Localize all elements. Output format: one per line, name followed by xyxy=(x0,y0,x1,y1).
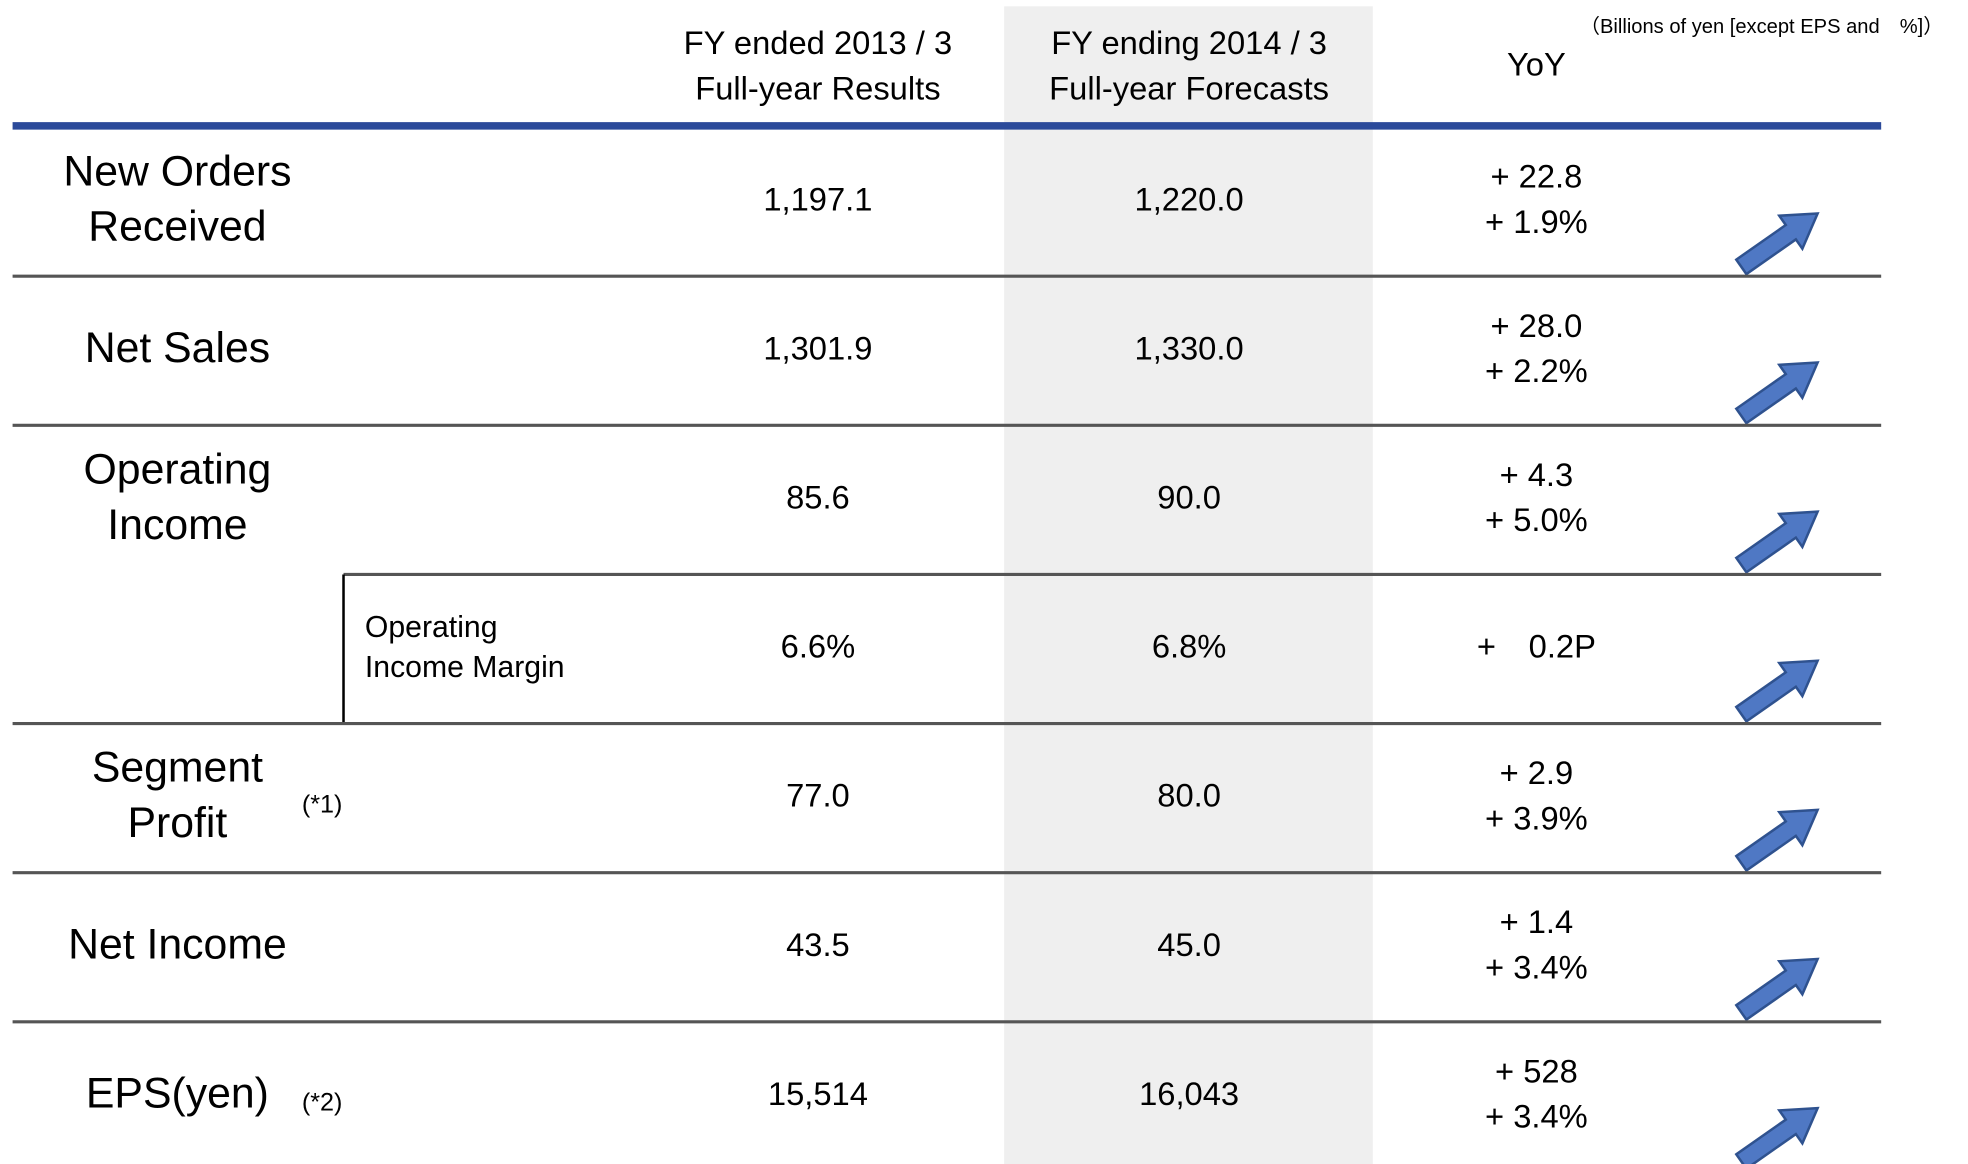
row-note: (*2) xyxy=(302,1089,343,1117)
arrow-shape xyxy=(1734,808,1820,873)
header-results: FY ended 2013 / 3 xyxy=(684,24,953,61)
yoy-value: + 528 xyxy=(1495,1052,1578,1089)
results-value: 77.0 xyxy=(786,777,850,814)
results-value: 85.6 xyxy=(786,479,850,516)
arrow-shape xyxy=(1734,957,1820,1022)
arrow-shape xyxy=(1734,659,1820,724)
up-arrow xyxy=(1734,1106,1820,1164)
unit-note: （Billions of yen [except EPS and %]） xyxy=(1580,15,1944,38)
row-label: Net Sales xyxy=(85,324,270,372)
forecast-column-shade xyxy=(1004,6,1373,1164)
results-value: 15,514 xyxy=(768,1075,868,1112)
results-value: 43.5 xyxy=(786,926,850,963)
yoy-value: + 3.9% xyxy=(1485,799,1588,836)
results-value: 1,197.1 xyxy=(763,180,872,217)
forecasts-value: 1,330.0 xyxy=(1135,329,1244,366)
yoy-value: + 0.2P xyxy=(1477,628,1596,665)
forecasts-value: 1,220.0 xyxy=(1135,180,1244,217)
row-label: Operating xyxy=(84,446,272,494)
row-label: Income xyxy=(107,501,247,549)
header-forecasts: Full-year Forecasts xyxy=(1049,69,1329,106)
up-arrow xyxy=(1734,361,1820,425)
row-label: Net Income xyxy=(68,921,287,969)
arrow-shape xyxy=(1734,510,1820,575)
results-value: 6.6% xyxy=(781,628,856,665)
up-arrow xyxy=(1734,957,1820,1022)
yoy-value: + 28.0 xyxy=(1490,307,1582,344)
yoy-value: + 2.9 xyxy=(1500,754,1574,791)
yoy-value: + 3.4% xyxy=(1485,1098,1588,1135)
row-sublabel: Operating xyxy=(365,611,498,644)
row-label: EPS(yen) xyxy=(86,1070,269,1118)
header-yoy: YoY xyxy=(1507,45,1566,82)
row-label: Received xyxy=(88,203,266,251)
up-arrow xyxy=(1734,659,1820,724)
header-forecasts: FY ending 2014 / 3 xyxy=(1051,24,1327,61)
forecasts-value: 16,043 xyxy=(1139,1075,1239,1112)
up-arrow xyxy=(1734,212,1820,276)
row-label: Profit xyxy=(128,799,228,847)
forecasts-value: 6.8% xyxy=(1152,628,1227,665)
row-note: (*1) xyxy=(302,790,343,818)
yoy-value: + 1.9% xyxy=(1485,203,1588,240)
yoy-value: + 2.2% xyxy=(1485,352,1588,389)
row-label: New Orders xyxy=(63,147,291,195)
arrow-shape xyxy=(1734,361,1820,425)
yoy-value: + 5.0% xyxy=(1485,501,1588,538)
row-label: Segment xyxy=(92,744,263,792)
arrow-shape xyxy=(1734,1106,1820,1164)
row-sublabel: Income Margin xyxy=(365,651,565,684)
header-results: Full-year Results xyxy=(695,69,940,106)
forecasts-value: 80.0 xyxy=(1157,777,1221,814)
forecasts-value: 45.0 xyxy=(1157,926,1221,963)
yoy-value: + 1.4 xyxy=(1500,903,1574,940)
up-arrow xyxy=(1734,510,1820,575)
yoy-value: + 3.4% xyxy=(1485,949,1588,986)
yoy-value: + 4.3 xyxy=(1500,456,1574,493)
arrow-shape xyxy=(1734,212,1820,276)
forecasts-value: 90.0 xyxy=(1157,479,1221,516)
results-value: 1,301.9 xyxy=(763,329,872,366)
yoy-value: + 22.8 xyxy=(1490,158,1582,195)
up-arrow xyxy=(1734,808,1820,873)
